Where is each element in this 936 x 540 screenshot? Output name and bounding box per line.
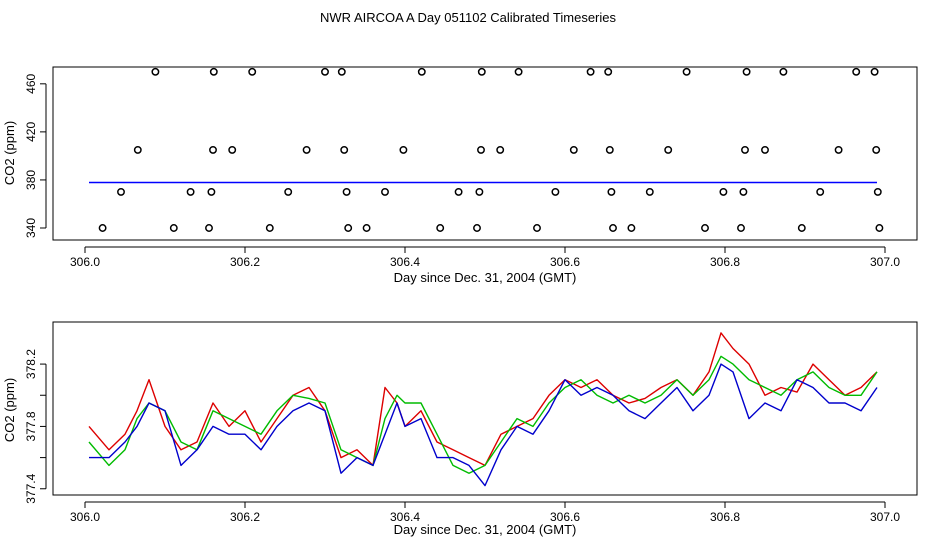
- calibration-point: [872, 145, 881, 154]
- calibration-x-tick-label: 306.0: [70, 255, 100, 269]
- calibration-point: [265, 224, 274, 232]
- co2-y-tick-label: 377.4: [24, 473, 38, 503]
- calibration-point: [741, 145, 749, 154]
- calibration-point: [816, 187, 825, 196]
- co2-x-axis: 306.0 306.2 306.4 306.6 306.8 307.0: [70, 501, 900, 524]
- calibration-point: [737, 224, 745, 232]
- calibration-point: [228, 145, 237, 154]
- calibration-x-axis-label: Day since Dec. 31, 2004 (GMT): [394, 270, 577, 285]
- calibration-point: [779, 67, 788, 76]
- calibration-point: [98, 224, 107, 232]
- calibration-point: [337, 67, 346, 76]
- calibration-point: [533, 224, 541, 232]
- calibration-point: [609, 224, 617, 232]
- co2-y-axis: 377.4 377.8 378.2: [24, 349, 47, 504]
- calibration-x-tick-label: 306.6: [550, 255, 580, 269]
- calibration-point: [284, 187, 293, 196]
- calibration-point: [607, 187, 616, 196]
- calibration-y-axis-label: CO2 (ppm): [2, 121, 17, 185]
- figure-title: NWR AIRCOA A Day 051102 Calibrated Times…: [320, 10, 616, 25]
- calibration-point: [477, 145, 485, 154]
- calibration-point: [852, 67, 861, 76]
- calibration-point: [551, 187, 560, 196]
- calibration-point: [344, 224, 353, 232]
- calibration-point: [742, 67, 751, 76]
- calibration-point: [473, 224, 481, 232]
- calibration-point: [586, 67, 595, 76]
- calibration-point: [875, 224, 884, 232]
- calibration-point: [664, 145, 673, 154]
- co2-blue-line: [89, 363, 878, 487]
- calibration-point: [514, 67, 523, 76]
- calibration-point: [381, 187, 389, 196]
- calibration-point: [739, 187, 748, 196]
- calibration-point: [117, 187, 125, 196]
- calibration-y-tick-label: 340: [24, 218, 38, 238]
- calibration-point: [151, 67, 160, 76]
- calibration-point: [133, 145, 142, 154]
- calibration-point: [454, 187, 463, 196]
- calibration-y-tick-label: 380: [24, 170, 38, 190]
- co2-x-axis-label: Day since Dec. 31, 2004 (GMT): [394, 522, 577, 537]
- calibration-point: [604, 67, 613, 76]
- calibration-point: [645, 187, 654, 196]
- co2-y-tick-label: 377.8: [24, 411, 38, 441]
- calibration-point: [321, 67, 329, 76]
- co2-y-axis-label: CO2 (ppm): [2, 378, 17, 442]
- calibration-point: [205, 224, 213, 232]
- calibration-x-tick-label: 307.0: [870, 255, 900, 269]
- calibration-point: [362, 224, 371, 232]
- calibration-panel: 306.0 306.2 306.4 306.6 306.8 307.0 340 380 420…: [2, 66, 918, 285]
- calibration-point: [248, 67, 257, 76]
- calibration-point: [207, 187, 216, 196]
- calibration-x-tick-label: 306.4: [390, 255, 420, 269]
- calibration-point: [870, 67, 879, 76]
- co2-red-line: [88, 332, 878, 467]
- calibration-point: [797, 224, 806, 232]
- calibration-point: [605, 145, 614, 154]
- calibration-point: [834, 145, 843, 154]
- calibration-point: [627, 224, 636, 232]
- calibration-point: [569, 145, 578, 154]
- co2-x-tick-label: 307.0: [870, 510, 900, 524]
- calibration-point: [302, 145, 311, 154]
- calibration-point: [477, 67, 486, 76]
- calibration-point: [701, 224, 709, 232]
- calibration-point: [682, 67, 691, 76]
- calibration-y-tick-label: 420: [24, 122, 38, 142]
- calibration-x-axis: 306.0 306.2 306.4 306.6 306.8 307.0: [70, 246, 900, 269]
- calibration-point: [209, 67, 218, 76]
- calibration-x-tick-label: 306.2: [230, 255, 260, 269]
- calibration-point: [340, 145, 349, 154]
- calibration-point: [417, 67, 426, 76]
- calibration-point: [761, 145, 769, 154]
- calibration-point: [436, 224, 445, 232]
- calibration-point: [399, 145, 408, 154]
- co2-x-tick-label: 306.4: [390, 510, 420, 524]
- calibration-x-tick-label: 306.8: [710, 255, 740, 269]
- co2-y-tick-label: 378.2: [24, 349, 38, 379]
- calibration-y-tick-label: 460: [24, 73, 38, 93]
- calibration-point: [342, 187, 351, 196]
- calibration-point: [209, 145, 217, 154]
- calibration-point: [169, 224, 178, 232]
- co2-x-tick-label: 306.8: [710, 510, 740, 524]
- calibration-y-axis: 340 380 420 460: [24, 73, 47, 238]
- co2-green-line: [88, 355, 878, 474]
- calibration-point: [475, 187, 484, 196]
- calibration-point: [873, 187, 882, 196]
- co2-x-tick-label: 306.6: [550, 510, 580, 524]
- co2-x-tick-label: 306.0: [70, 510, 100, 524]
- co2-series: [88, 332, 878, 487]
- calibration-point: [186, 187, 195, 196]
- calibration-point: [719, 187, 728, 196]
- calibration-points: [98, 67, 884, 232]
- calibration-plot-frame: [52, 66, 918, 241]
- calibration-point: [496, 145, 505, 154]
- co2-plot-frame: [52, 321, 918, 496]
- co2-x-tick-label: 306.2: [230, 510, 260, 524]
- co2-timeseries-panel: 306.0 306.2 306.4 306.6 306.8 307.0 377.4377.…: [2, 321, 918, 537]
